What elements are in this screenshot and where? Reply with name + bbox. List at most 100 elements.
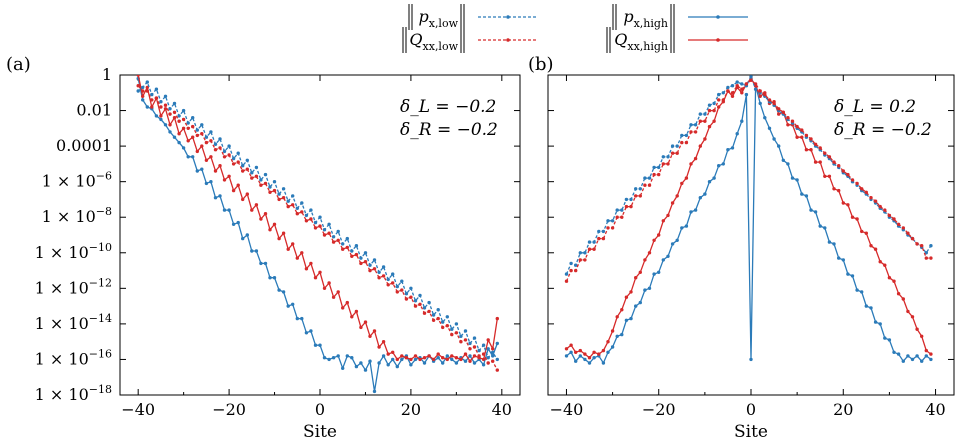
- data-point: [281, 196, 286, 200]
- data-point: [222, 178, 227, 182]
- data-point: [491, 347, 495, 351]
- data-point: [915, 327, 919, 331]
- data-point: [846, 272, 850, 276]
- data-point: [191, 155, 195, 159]
- data-point: [915, 354, 919, 358]
- y-tick-label: 1 × 10−14​: [35, 312, 112, 333]
- data-point: [450, 354, 454, 358]
- data-point: [735, 80, 739, 84]
- data-point: [413, 357, 418, 362]
- data-point: [368, 268, 372, 273]
- data-point: [318, 343, 322, 347]
- x-tick-label: 40: [492, 400, 512, 419]
- data-point: [259, 217, 263, 221]
- data-point: [647, 176, 652, 180]
- data-point: [564, 279, 569, 283]
- data-point: [887, 213, 892, 218]
- data-point: [472, 336, 477, 340]
- data-point: [409, 286, 413, 290]
- data-point: [661, 162, 665, 166]
- data-point: [693, 208, 698, 212]
- data-point: [486, 356, 490, 360]
- data-point: [336, 238, 340, 242]
- data-point: [300, 210, 304, 214]
- data-point: [268, 276, 272, 280]
- data-point: [336, 290, 340, 294]
- data-point: [749, 78, 753, 83]
- data-point: [721, 91, 725, 95]
- data-point: [427, 354, 431, 358]
- data-point: [300, 316, 304, 321]
- data-point: [200, 144, 204, 148]
- data-point: [431, 357, 436, 362]
- data-point: [236, 160, 240, 164]
- data-point: [707, 108, 712, 113]
- data-point: [795, 135, 799, 139]
- data-point: [141, 98, 145, 102]
- data-point: [445, 324, 449, 328]
- data-point: [391, 281, 395, 285]
- data-point: [181, 117, 186, 122]
- data-point: [404, 292, 409, 296]
- data-point: [583, 251, 587, 255]
- data-point: [472, 361, 477, 365]
- data-point: [666, 213, 670, 218]
- legend-marker: [506, 15, 510, 19]
- data-point: [763, 92, 767, 97]
- data-point: [634, 276, 638, 280]
- data-point: [587, 361, 592, 365]
- data-point: [454, 361, 459, 365]
- data-point: [772, 137, 776, 141]
- data-point: [675, 151, 679, 155]
- data-point: [263, 172, 268, 177]
- data-point: [477, 354, 481, 358]
- data-point: [400, 279, 404, 283]
- data-point: [186, 155, 190, 159]
- data-point: [915, 242, 919, 246]
- data-point: [154, 87, 159, 91]
- data-point: [436, 356, 440, 360]
- data-point: [459, 340, 463, 344]
- data-point: [345, 245, 349, 250]
- data-point: [481, 352, 486, 356]
- data-point: [136, 75, 140, 77]
- data-point: [354, 244, 359, 248]
- data-point: [910, 315, 915, 319]
- data-point: [145, 89, 149, 93]
- data-point: [468, 347, 472, 351]
- series-1: [564, 76, 933, 360]
- data-point: [846, 172, 850, 177]
- legend-label: Qxx,high​: [614, 30, 668, 53]
- data-point: [345, 354, 349, 358]
- data-point: [887, 338, 892, 342]
- data-point: [200, 167, 204, 171]
- data-point: [477, 348, 481, 353]
- data-point: [200, 123, 204, 127]
- data-point: [721, 98, 725, 102]
- data-point: [422, 306, 427, 310]
- data-point: [634, 194, 638, 198]
- data-point: [610, 219, 615, 223]
- legend-item: px,high​: [612, 4, 748, 30]
- data-point: [629, 197, 633, 202]
- data-point: [327, 222, 331, 226]
- data-point: [236, 151, 240, 155]
- data-point: [624, 295, 629, 299]
- data-point: [286, 204, 290, 209]
- data-point: [800, 192, 804, 196]
- data-point: [309, 217, 313, 221]
- data-point: [832, 242, 836, 246]
- data-point: [195, 128, 199, 132]
- data-point: [363, 368, 368, 372]
- data-point: [652, 238, 656, 242]
- data-point: [629, 316, 633, 321]
- data-point: [684, 140, 689, 145]
- data-point: [606, 340, 610, 344]
- data-point: [377, 361, 381, 365]
- data-point: [578, 354, 582, 358]
- data-point: [227, 144, 231, 148]
- data-point: [693, 130, 698, 134]
- data-point: [850, 215, 855, 219]
- data-point: [277, 197, 281, 202]
- data-point: [569, 268, 573, 273]
